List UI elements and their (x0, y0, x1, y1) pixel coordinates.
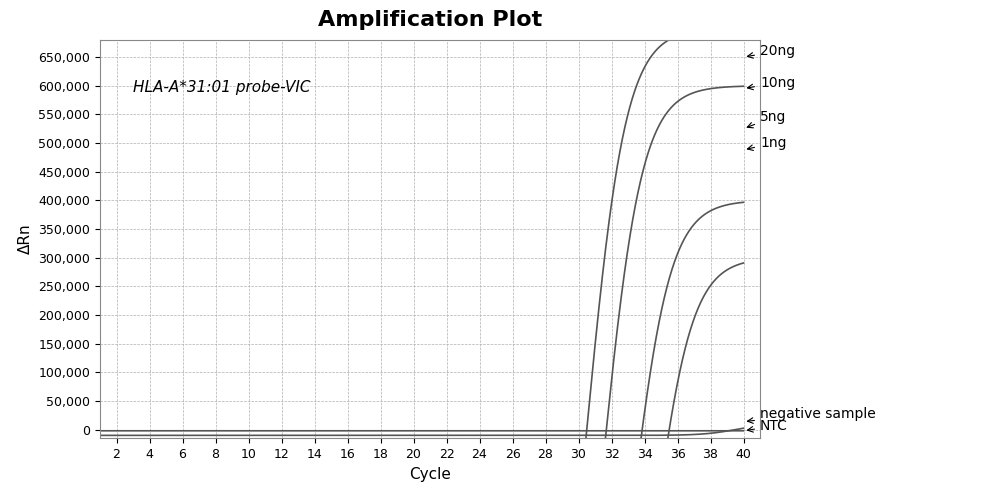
Text: NTC: NTC (747, 419, 788, 433)
Text: 1ng: 1ng (747, 136, 786, 150)
Text: HLA-A*31:01 probe-VIC: HLA-A*31:01 probe-VIC (133, 80, 310, 95)
Text: negative sample: negative sample (747, 406, 876, 423)
Text: 10ng: 10ng (747, 76, 795, 90)
Title: Amplification Plot: Amplification Plot (318, 10, 542, 30)
X-axis label: Cycle: Cycle (409, 467, 451, 482)
Text: 20ng: 20ng (747, 44, 795, 58)
Text: 5ng: 5ng (747, 110, 786, 128)
Y-axis label: ΔRn: ΔRn (18, 224, 33, 254)
